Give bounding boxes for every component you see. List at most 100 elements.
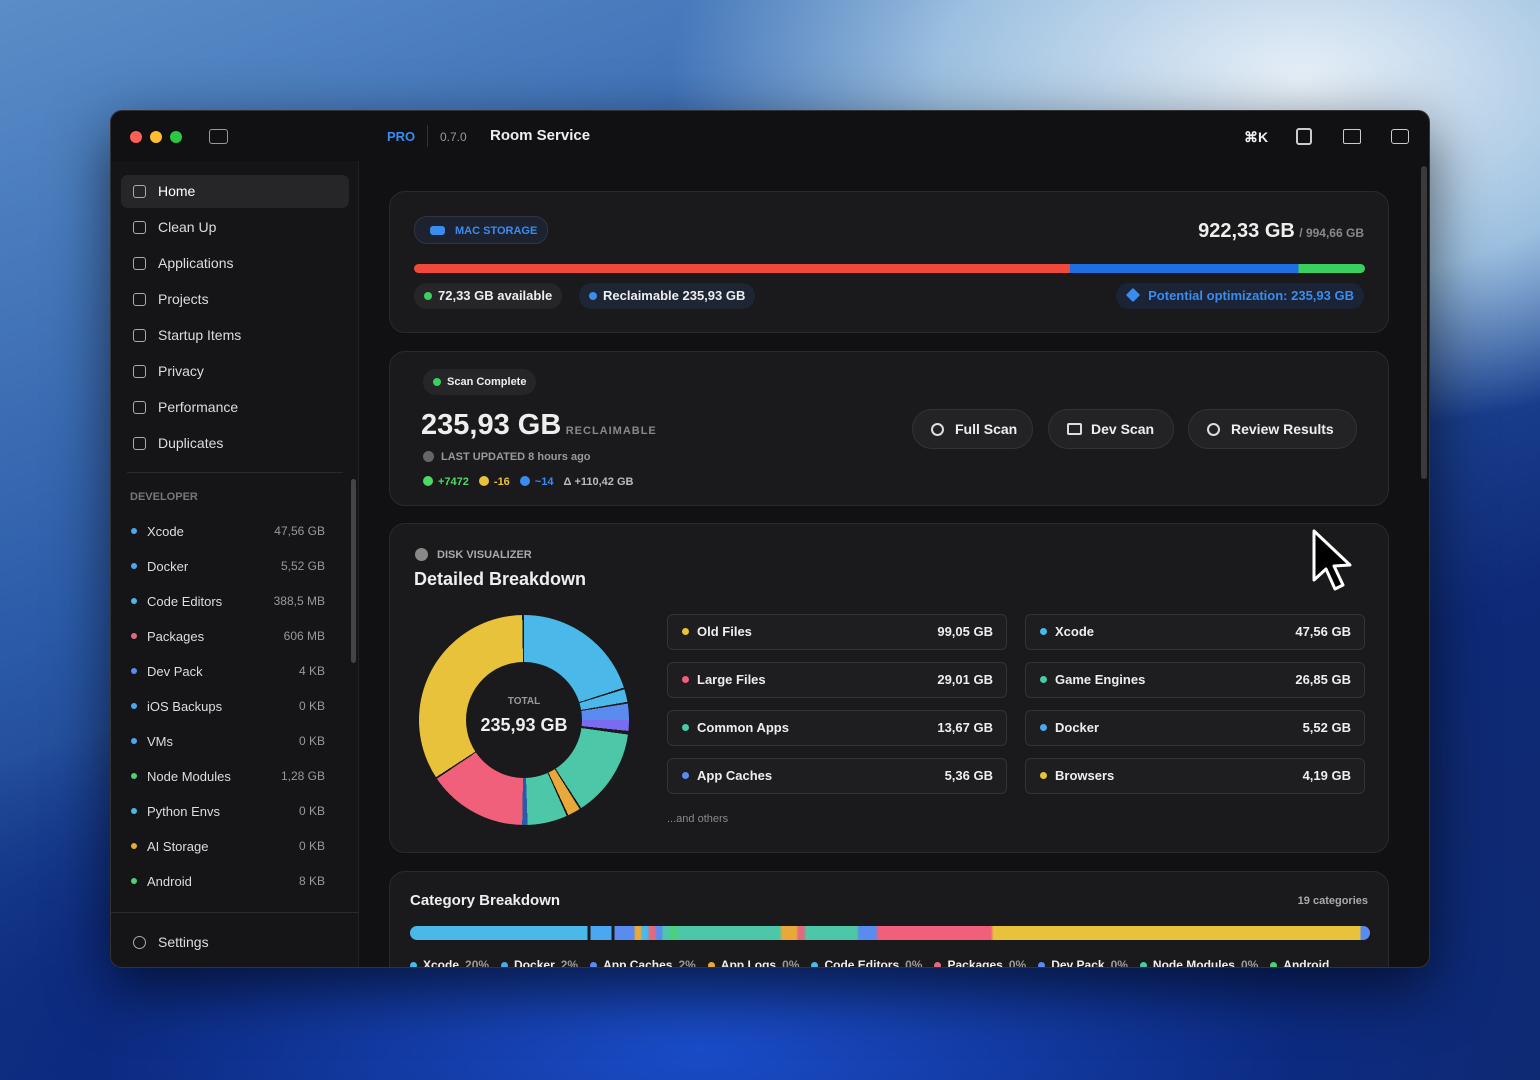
toolbar-icon[interactable] (1343, 129, 1361, 144)
dev-size: 0 KB (298, 734, 325, 748)
dot (682, 724, 689, 731)
nav-icon (133, 365, 146, 378)
button-icon (1207, 423, 1220, 436)
divider (127, 472, 343, 473)
nav-item[interactable]: Startup Items (121, 319, 349, 352)
item-size: 5,52 GB (1302, 720, 1351, 735)
scan-button[interactable]: Dev Scan (1048, 409, 1174, 449)
item-size: 13,67 GB (937, 720, 993, 735)
mouse-cursor (1312, 529, 1352, 591)
visualizer-title: Detailed Breakdown (414, 569, 587, 589)
breakdown-item[interactable]: Docker 5,52 GB (1025, 710, 1365, 746)
visualizer-card: DISK VISUALIZER Detailed Breakdown TOTAL… (389, 523, 1389, 853)
sidebar: Home Clean Up Applications Projects Startup … (111, 161, 359, 967)
label: MAC STORAGE (455, 225, 538, 237)
legend-entry: Node Modules 0% (1139, 958, 1258, 968)
stat-value: +7472 (438, 476, 469, 488)
scan-button[interactable]: Review Results (1188, 409, 1357, 449)
breakdown-item[interactable]: Game Engines 26,85 GB (1025, 662, 1365, 698)
nav-icon (133, 293, 146, 306)
dot (934, 962, 942, 967)
legend-entry: Dev Pack 0% (1038, 958, 1128, 968)
dev-name: Android (147, 874, 192, 889)
dot (1270, 962, 1278, 967)
breakdown-item[interactable]: Common Apps 13,67 GB (667, 710, 1007, 746)
legend-share: 0% (1110, 958, 1128, 968)
scan-button[interactable]: Full Scan (912, 409, 1033, 449)
close-button[interactable] (130, 131, 142, 143)
storage-used: 922,33 GB / 994,66 GB (1198, 220, 1364, 243)
more-label: ...and others (667, 813, 729, 825)
settings[interactable]: Settings (121, 926, 349, 959)
nav-label: Home (158, 183, 196, 199)
item-name: Old Files (697, 624, 752, 639)
nav-icon (133, 401, 146, 414)
nav-label: Clean Up (158, 219, 217, 235)
dev-size: 4 KB (298, 664, 325, 678)
breakdown-item[interactable]: Old Files 99,05 GB (667, 614, 1007, 650)
nav-label: Applications (158, 255, 234, 271)
nav-item[interactable]: Performance (121, 391, 349, 424)
breakdown-item[interactable]: Xcode 47,56 GB (1025, 614, 1365, 650)
label: LAST UPDATED 8 hours ago (441, 451, 591, 463)
breakdown-item[interactable]: Browsers 4,19 GB (1025, 758, 1365, 794)
legend-entry: Packages 0% (934, 958, 1026, 968)
dot (131, 668, 137, 674)
category-legend: Xcode 20% Docker 2% App Caches 2% App Logs 0% Co… (410, 956, 1341, 968)
dev-name: Node Modules (147, 769, 231, 784)
nav-icon (133, 437, 146, 450)
command-palette[interactable]: ⌘K (1244, 129, 1269, 145)
dot (501, 962, 509, 967)
legend-name: Node Modules (1152, 958, 1235, 968)
dot (131, 528, 137, 534)
nav-item[interactable]: Clean Up (121, 211, 349, 244)
available-chip: 72,33 GB available (414, 283, 563, 309)
nav-item[interactable]: Projects (121, 283, 349, 316)
dev-name: Python Envs (147, 804, 220, 819)
optimization-chip[interactable]: Potential optimization: 235,93 GB (1116, 283, 1364, 309)
legend-entry: Docker 2% (501, 958, 578, 967)
zoom-button[interactable] (170, 131, 182, 143)
dev-name: Dev Pack (147, 664, 203, 679)
breakdown-item[interactable]: Large Files 29,01 GB (667, 662, 1007, 698)
stat-icon (478, 476, 489, 486)
legend-name: Packages (947, 958, 1003, 968)
section-header: DEVELOPER (130, 491, 198, 503)
label: DISK VISUALIZER (437, 549, 532, 561)
dot (682, 628, 689, 635)
sidebar-toggle[interactable] (209, 129, 228, 144)
dev-name: Xcode (147, 524, 184, 539)
nav-item[interactable]: Privacy (121, 355, 349, 388)
donut-chart: TOTAL 235,93 GB (419, 615, 629, 825)
dev-size: 1,28 GB (280, 769, 325, 783)
legend-entry: Xcode 20% (410, 958, 489, 967)
legend-name: App Caches (603, 958, 673, 968)
breakdown-item[interactable]: App Caches 5,36 GB (667, 758, 1007, 794)
scrollbar (351, 479, 356, 663)
dev-size: 0 KB (298, 839, 325, 853)
legend-entry: App Caches 2% (590, 958, 696, 968)
dev-size: 47,56 GB (274, 524, 325, 538)
category-count: 19 categories (1297, 895, 1368, 907)
nav-item[interactable]: Applications (121, 247, 349, 280)
nav-item[interactable]: Home (121, 175, 349, 208)
dot (1040, 676, 1047, 683)
terminal-icon[interactable] (1391, 129, 1409, 144)
dev-size: 606 MB (283, 629, 325, 643)
nav-label: Privacy (158, 363, 204, 379)
reclaimable-chip: Reclaimable 235,93 GB (579, 283, 756, 309)
button-label: Full Scan (955, 421, 1018, 437)
nav-item[interactable]: Duplicates (121, 427, 349, 460)
minimize-button[interactable] (150, 131, 162, 143)
nav-icon (133, 257, 146, 270)
legend-entry: App Logs 0% (707, 958, 799, 967)
toolbar-icon[interactable] (1296, 128, 1312, 145)
item-name: Common Apps (697, 720, 789, 735)
pro-badge: PRO (387, 129, 416, 144)
dot (682, 676, 689, 683)
dev-name: Docker (147, 559, 189, 574)
stat: +7472 (423, 476, 469, 488)
scan-status: Scan Complete (423, 369, 537, 395)
scrollbar (1421, 166, 1427, 479)
